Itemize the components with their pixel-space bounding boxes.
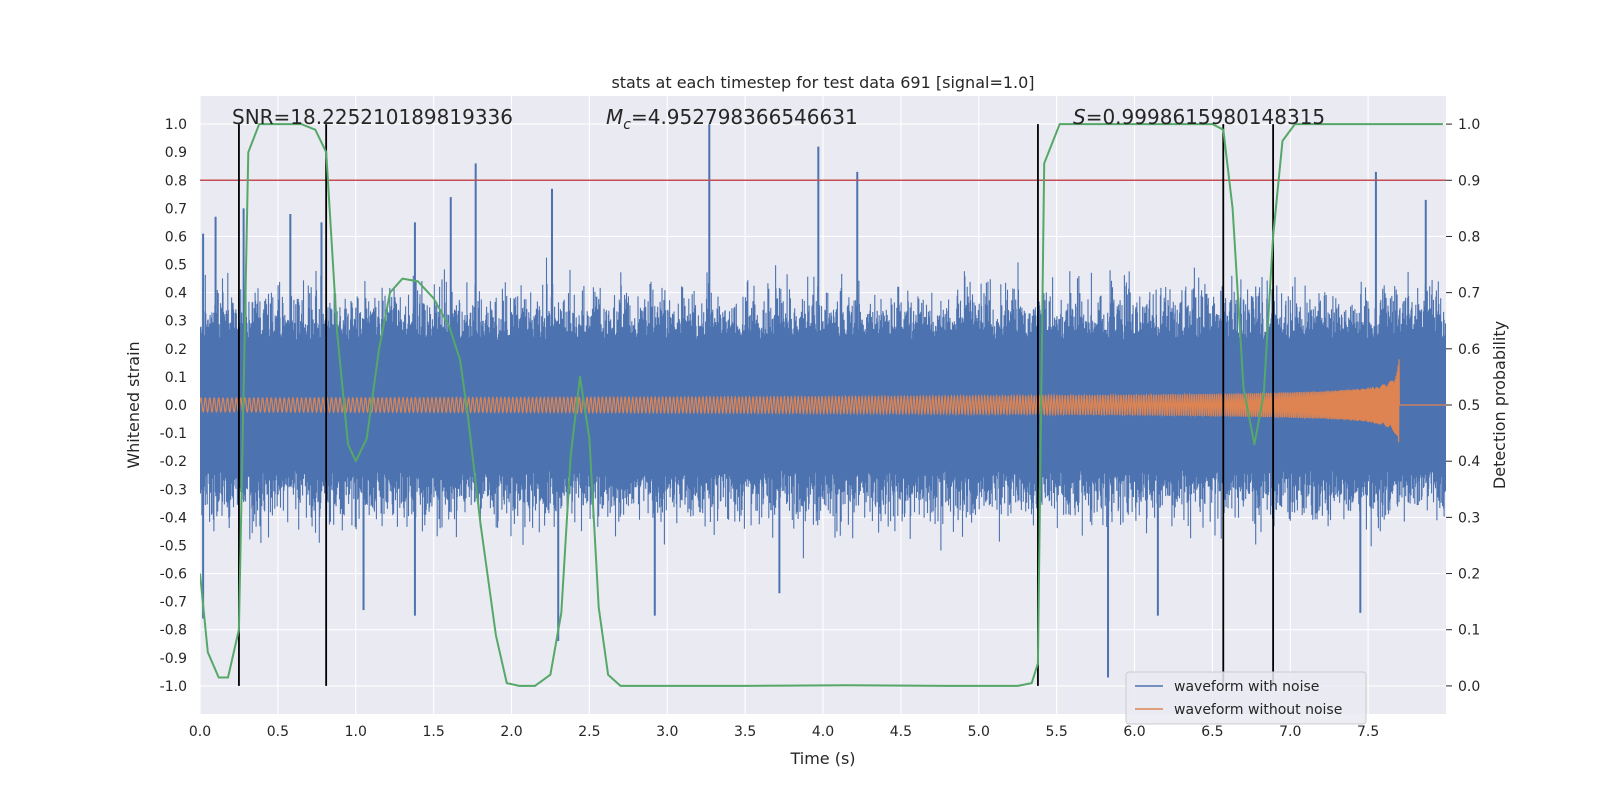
y-tick-label: 0.4 — [165, 286, 187, 302]
y-tick-label: -0.6 — [160, 567, 187, 583]
y-tick-label: -1.0 — [160, 679, 187, 695]
y-tick-label: 0.8 — [165, 173, 187, 189]
x-axis-label: Time (s) — [789, 749, 855, 768]
chirp-mass-annotation: Mc=4.952798366546631 — [606, 105, 858, 133]
series-waveform-without-noise — [200, 359, 1446, 443]
y2-tick-label: 0.1 — [1458, 623, 1480, 639]
y-ticks: 1.0 0.9 0.8 0.7 0.6 0.5 0.4 0.3 0.2 0.1 0.0 -0.1 -0.… — [160, 117, 187, 695]
y2-ticks: 1.0 0.9 0.8 0.7 0.6 0.5 0.4 0.3 0.2 0.1 0.0 — [1446, 117, 1480, 695]
x-tick-label: 0.0 — [189, 724, 211, 740]
x-tick-label: 6.0 — [1123, 724, 1145, 740]
x-tick-label: 7.0 — [1279, 724, 1301, 740]
chart-title: stats at each timestep for test data 691… — [611, 73, 1034, 92]
x-tick-label: 2.0 — [500, 724, 522, 740]
legend: waveform with noise waveform without noi… — [1125, 671, 1367, 725]
y-axis-label: Whitened strain — [124, 341, 143, 468]
y-tick-label: -0.4 — [160, 510, 187, 526]
y-tick-label: -0.5 — [160, 538, 187, 554]
x-tick-label: 7.5 — [1357, 724, 1379, 740]
x-tick-label: 4.0 — [812, 724, 834, 740]
y2-tick-label: 0.4 — [1458, 454, 1480, 470]
legend-label-noisy: waveform with noise — [1174, 679, 1319, 695]
series-detection-probability — [200, 123, 1443, 687]
x-ticks: 0.0 0.5 1.0 1.5 2.0 2.5 3.0 3.5 4.0 4.5 5.0 5.5 6.0 6… — [189, 724, 1379, 740]
y-tick-label: 0.7 — [165, 201, 187, 217]
y2-axis-label: Detection probability — [1490, 321, 1509, 489]
y2-tick-label: 0.2 — [1458, 567, 1480, 583]
legend-label-clean: waveform without noise — [1174, 702, 1342, 718]
y-tick-label: -0.9 — [160, 651, 187, 667]
x-tick-label: 2.5 — [578, 724, 600, 740]
y-tick-label: 0.1 — [165, 370, 187, 386]
y-tick-label: -0.7 — [160, 595, 187, 611]
x-tick-label: 3.0 — [656, 724, 678, 740]
y-tick-label: 0.5 — [165, 258, 187, 274]
x-tick-label: 5.0 — [968, 724, 990, 740]
y-tick-label: 0.9 — [165, 145, 187, 161]
x-tick-label: 0.5 — [267, 724, 289, 740]
x-tick-label: 5.5 — [1045, 724, 1067, 740]
score-annotation: S=0.9998615980148315 — [1073, 105, 1325, 129]
y-tick-label: 0.6 — [165, 229, 187, 245]
x-tick-label: 1.5 — [422, 724, 444, 740]
y-tick-label: 0.3 — [165, 314, 187, 330]
y-tick-label: -0.1 — [160, 426, 187, 442]
y-tick-label: -0.3 — [160, 482, 187, 498]
x-tick-label: 6.5 — [1201, 724, 1223, 740]
y2-tick-label: 0.0 — [1458, 679, 1480, 695]
x-tick-label: 3.5 — [734, 724, 756, 740]
series-layer — [200, 123, 1446, 687]
y-tick-label: -0.2 — [160, 454, 187, 470]
y-tick-label: 0.2 — [165, 342, 187, 358]
y2-tick-label: 0.6 — [1458, 342, 1480, 358]
y2-tick-label: 0.7 — [1458, 286, 1480, 302]
y2-tick-label: 0.8 — [1458, 229, 1480, 245]
y2-tick-label: 0.5 — [1458, 398, 1480, 414]
y2-tick-label: 0.9 — [1458, 173, 1480, 189]
snr-annotation: SNR=18.225210189819336 — [232, 105, 513, 129]
x-tick-label: 1.0 — [345, 724, 367, 740]
legend-box — [1125, 671, 1367, 725]
y-tick-label: -0.8 — [160, 623, 187, 639]
y-tick-label: 0.0 — [165, 398, 187, 414]
x-tick-label: 4.5 — [890, 724, 912, 740]
y2-tick-label: 1.0 — [1458, 117, 1480, 133]
y2-tick-label: 0.3 — [1458, 510, 1480, 526]
y-tick-label: 1.0 — [165, 117, 187, 133]
